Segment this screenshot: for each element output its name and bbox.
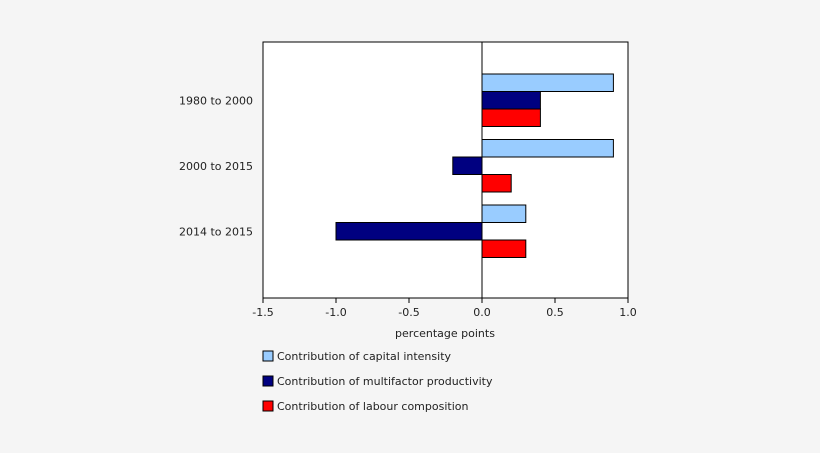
x-tick-label: 0.5: [546, 306, 564, 319]
x-tick-label: 0.0: [473, 306, 491, 319]
legend-label-contribution-of-labour-composition: Contribution of labour composition: [277, 400, 468, 413]
legend-swatch-contribution-of-multifactor-productivity: [262, 375, 274, 387]
legend-label-contribution-of-capital-intensity: Contribution of capital intensity: [277, 350, 452, 363]
legend-swatch-contribution-of-capital-intensity: [262, 350, 274, 362]
y-axis-labels: 1980 to 2000 2000 to 2015 2014 to 2015: [179, 94, 253, 238]
x-axis-title: percentage points: [395, 327, 495, 340]
bar-contribution-of-labour-composition-1: [481, 108, 541, 127]
bar-contribution-of-capital-intensity-3: [481, 204, 527, 223]
y-tick-label: 1980 to 2000: [179, 94, 253, 107]
bar-contribution-of-multifactor-productivity-1: [481, 91, 541, 110]
bar-contribution-of-labour-composition-2: [481, 174, 512, 193]
bar-contribution-of-multifactor-productivity-2: [452, 156, 483, 175]
bars-group: [335, 73, 614, 258]
x-axis-ticks: -1.5 -1.0 -0.5 0.0 0.5 1.0: [252, 298, 637, 319]
bar-contribution-of-capital-intensity-1: [481, 73, 614, 92]
legend: Contribution of capital intensity Contrib…: [262, 350, 493, 413]
legend-swatch-contribution-of-labour-composition: [262, 400, 274, 412]
legend-label-contribution-of-multifactor-productivity: Contribution of multifactor productivity: [277, 375, 493, 388]
bar-contribution-of-multifactor-productivity-3: [335, 222, 483, 241]
bar-contribution-of-labour-composition-3: [481, 239, 527, 258]
y-tick-label: 2000 to 2015: [179, 160, 253, 173]
x-tick-label: 1.0: [619, 306, 637, 319]
x-tick-label: -1.5: [252, 306, 273, 319]
x-tick-label: -1.0: [325, 306, 346, 319]
bar-contribution-of-capital-intensity-2: [481, 139, 614, 158]
x-tick-label: -0.5: [398, 306, 419, 319]
y-tick-label: 2014 to 2015: [179, 225, 253, 238]
